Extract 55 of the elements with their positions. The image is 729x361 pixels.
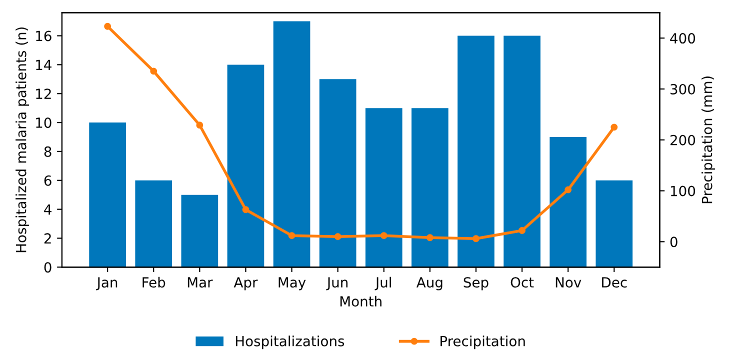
legend-label: Precipitation — [440, 336, 525, 350]
bar — [135, 180, 172, 268]
y2-tick-label: 400 — [670, 33, 696, 44]
bar — [596, 180, 633, 268]
y-tick-label: 12 — [36, 88, 51, 99]
x-tick-label: Dec — [602, 277, 627, 288]
point — [380, 232, 388, 240]
bar — [365, 108, 402, 268]
x-tick-label: Mar — [188, 277, 213, 288]
point — [334, 233, 342, 240]
y-tick-label: 6 — [44, 175, 52, 186]
bar — [412, 108, 448, 268]
x-tick-label: Sep — [464, 277, 488, 290]
bar — [504, 36, 540, 268]
y-tick-label: 8 — [44, 146, 52, 157]
y2-tick-label: 300 — [670, 84, 696, 94]
x-tick-label: May — [278, 277, 306, 290]
x-axis-title: Month — [340, 296, 382, 307]
y2-axis-title: Precipitation (mm) — [702, 76, 715, 204]
y2-tick-label: 0 — [670, 236, 678, 248]
x-tick-label: Apr — [234, 277, 258, 290]
y-tick-label: 2 — [44, 233, 51, 244]
bar — [550, 136, 587, 268]
legend-label: Hospitalizations — [236, 336, 344, 350]
point — [518, 227, 526, 234]
x-tick-label: Feb — [142, 276, 166, 288]
point — [242, 206, 250, 214]
y-tick-label: 16 — [36, 30, 52, 42]
x-tick-label: Oct — [510, 277, 534, 288]
bar — [89, 122, 126, 268]
point — [288, 232, 296, 240]
bar — [227, 64, 264, 268]
point — [150, 68, 158, 75]
point — [564, 186, 572, 194]
bar — [319, 79, 356, 268]
y2-tick-label: 100 — [670, 186, 696, 196]
point — [472, 235, 480, 242]
x-tick-label: Jul — [374, 276, 391, 290]
bar — [458, 36, 494, 268]
x-tick-label: Aug — [416, 277, 442, 290]
y2-tick-label: 200 — [670, 134, 696, 146]
x-tick-label: Jun — [326, 277, 348, 290]
y-axis-title: Hospitalized malaria patients (n) — [16, 27, 30, 252]
y-tick-label: 4 — [44, 204, 52, 215]
point — [196, 122, 204, 129]
y-tick-label: 0 — [44, 262, 52, 273]
y-tick-label: 14 — [36, 60, 52, 70]
x-tick-label: Jan — [96, 277, 118, 290]
point — [610, 124, 618, 131]
bar — [273, 21, 310, 268]
y-tick-label: 10 — [36, 118, 52, 128]
x-tick-label: Nov — [556, 277, 582, 288]
point — [426, 234, 434, 242]
bar — [181, 194, 218, 268]
point — [104, 22, 112, 30]
